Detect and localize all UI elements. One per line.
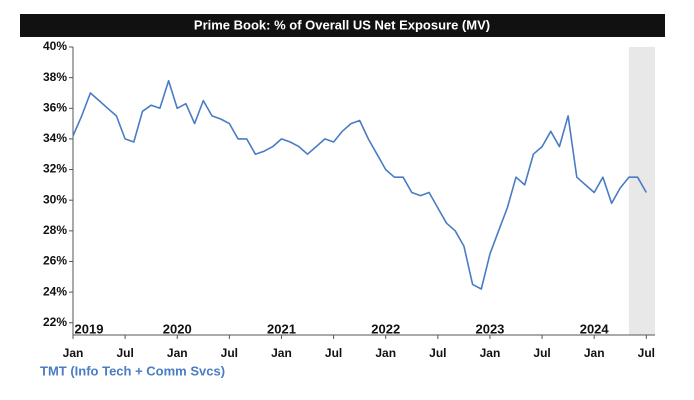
title-bar	[20, 14, 665, 37]
x-tick-label: Jan	[271, 346, 292, 360]
x-tick-label: Jul	[221, 346, 238, 360]
y-tick-label: 26%	[43, 254, 67, 268]
y-tick-label: 30%	[43, 192, 67, 206]
y-tick-label: 34%	[43, 131, 67, 145]
y-tick-label: 36%	[43, 100, 67, 114]
year-label: 2020	[163, 321, 192, 336]
x-tick-label: Jan	[480, 346, 501, 360]
y-tick-label: 40%	[43, 39, 67, 53]
x-tick-label: Jan	[375, 346, 396, 360]
year-label: 2021	[267, 321, 296, 336]
y-tick-label: 38%	[43, 70, 67, 84]
legend-label: TMT (Info Tech + Comm Svcs)	[40, 363, 225, 378]
y-tick-label: 22%	[43, 315, 67, 329]
year-label: 2019	[75, 321, 104, 336]
series-line	[72, 79, 647, 290]
year-label: 2023	[475, 321, 504, 336]
chart-title: Prime Book: % of Overall US Net Exposure…	[194, 17, 490, 32]
y-tick-label: 28%	[43, 223, 67, 237]
y-tick-label: 24%	[43, 284, 67, 298]
x-tick-label: Jul	[429, 346, 446, 360]
x-tick-label: Jan	[167, 346, 188, 360]
x-tick-label: Jan	[584, 346, 605, 360]
year-label: 2024	[580, 321, 610, 336]
x-tick-label: Jul	[533, 346, 550, 360]
x-tick-label: Jul	[325, 346, 342, 360]
year-label: 2022	[371, 321, 400, 336]
x-tick-label: Jan	[63, 346, 84, 360]
x-tick-label: Jul	[116, 346, 133, 360]
x-tick-label: Jul	[638, 346, 655, 360]
highlight-band	[628, 47, 655, 335]
y-tick-label: 32%	[43, 162, 67, 176]
